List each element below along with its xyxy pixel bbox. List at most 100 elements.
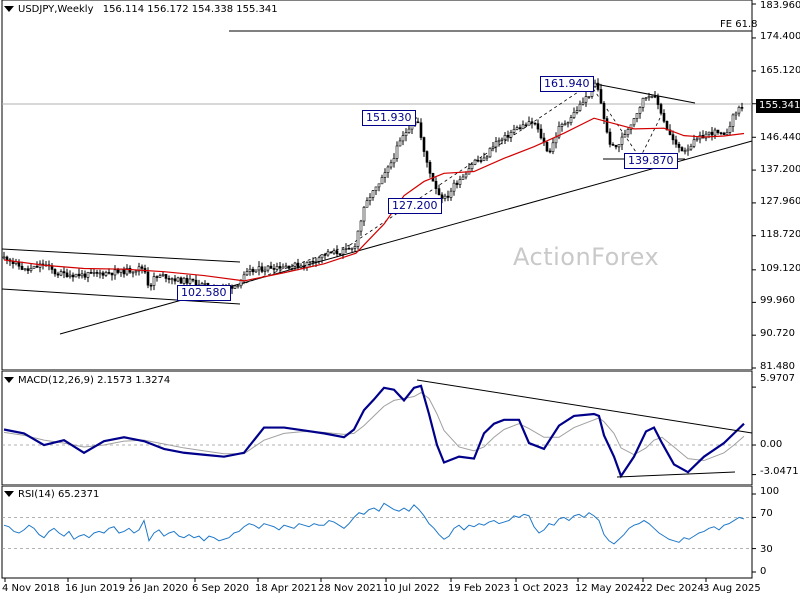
candle-body <box>596 82 600 90</box>
candle-body <box>446 195 450 198</box>
candle-body <box>455 182 459 185</box>
candle-body <box>335 250 339 255</box>
candle-body <box>5 256 9 261</box>
candle-body <box>140 266 144 269</box>
candle-body <box>539 128 543 139</box>
candle-body <box>533 122 537 125</box>
candle-body <box>740 107 744 109</box>
candle-body <box>326 251 330 256</box>
candle-body <box>662 112 666 122</box>
candle-body <box>356 230 360 247</box>
candle-body <box>422 137 426 152</box>
date-label: 26 Jan 2020 <box>128 583 188 594</box>
candle-body <box>236 285 240 288</box>
candle-body <box>233 285 237 289</box>
candle-body <box>23 268 27 270</box>
candle-body <box>107 272 111 274</box>
candle-body <box>485 156 489 159</box>
candle-body <box>560 123 564 127</box>
candle-body <box>572 112 576 118</box>
candle-body <box>704 133 708 139</box>
candle-body <box>146 271 150 286</box>
candle-body <box>56 273 60 276</box>
candle-body <box>344 248 348 250</box>
candle-body <box>599 89 603 104</box>
dashed-projection <box>589 83 641 159</box>
candle-body <box>239 280 243 287</box>
candle-body <box>323 254 327 256</box>
date-label: 1 Oct 2023 <box>513 583 569 594</box>
candle-body <box>509 132 513 138</box>
price-tick-label: 81.480 <box>760 361 795 372</box>
annotation-102580: 102.580 <box>177 285 231 301</box>
candle-body <box>164 274 168 279</box>
candle-body <box>68 274 72 278</box>
candle-body <box>230 285 234 289</box>
macd-support-line <box>616 471 736 478</box>
macd-line <box>3 384 745 479</box>
candle-body <box>308 260 312 263</box>
candle-body <box>35 265 39 268</box>
date-label: 22 Dec 2024 <box>640 583 704 594</box>
candle-body <box>359 220 363 232</box>
candle-body <box>512 129 516 133</box>
candle-body <box>380 177 384 185</box>
candle-body <box>365 200 369 208</box>
candle-body <box>521 124 525 130</box>
candle-body <box>734 112 738 116</box>
candle-body <box>350 247 354 250</box>
candle-body <box>242 274 246 281</box>
dashed-projection <box>349 83 591 246</box>
candle-body <box>470 164 474 169</box>
candle-body <box>374 186 378 191</box>
candle-body <box>128 267 132 273</box>
candle-body <box>341 249 345 255</box>
candle-body <box>536 123 540 130</box>
candle-body <box>332 250 336 254</box>
candle-body <box>83 273 87 278</box>
candle-body <box>347 248 351 250</box>
candle-body <box>407 128 411 133</box>
candle-body <box>419 122 423 138</box>
candle-body <box>38 263 42 268</box>
candle-body <box>2 256 6 259</box>
price-pane <box>1 0 756 371</box>
candle-body <box>473 159 477 165</box>
candle-body <box>104 272 108 276</box>
candle-body <box>710 131 714 136</box>
candle-body <box>692 139 696 147</box>
candle-body <box>170 278 174 281</box>
candle-body <box>158 275 162 278</box>
candle-body <box>290 266 294 269</box>
price-tick-label: 165.120 <box>760 65 800 76</box>
candle-body <box>296 262 300 268</box>
rsi-tick-label: 70 <box>760 508 773 519</box>
candle-body <box>314 260 318 263</box>
candle-body <box>722 132 726 135</box>
candle-body <box>278 266 282 269</box>
candle-body <box>110 272 114 276</box>
price-tick-label: 174.400 <box>760 31 800 42</box>
watermark: ActionForex <box>513 243 660 271</box>
candle-body <box>95 272 99 274</box>
candle-body <box>386 166 390 173</box>
candle-body <box>665 120 669 131</box>
candle-body <box>677 143 681 148</box>
annotation-139870: 139.870 <box>624 153 678 169</box>
candle-body <box>302 265 306 268</box>
dashed-projection <box>639 117 661 159</box>
date-label: 4 Nov 2018 <box>2 583 60 594</box>
candle-body <box>479 160 483 162</box>
candle-body <box>629 124 633 130</box>
candle-body <box>245 271 249 276</box>
candle-body <box>173 278 177 282</box>
candle-body <box>632 118 636 126</box>
candle-body <box>254 269 258 273</box>
candle-body <box>161 274 165 276</box>
candle-body <box>443 195 447 199</box>
candle-body <box>482 157 486 161</box>
price-tick-label: 137.200 <box>760 164 800 175</box>
candle-body <box>131 271 135 274</box>
candle-body <box>713 129 717 136</box>
